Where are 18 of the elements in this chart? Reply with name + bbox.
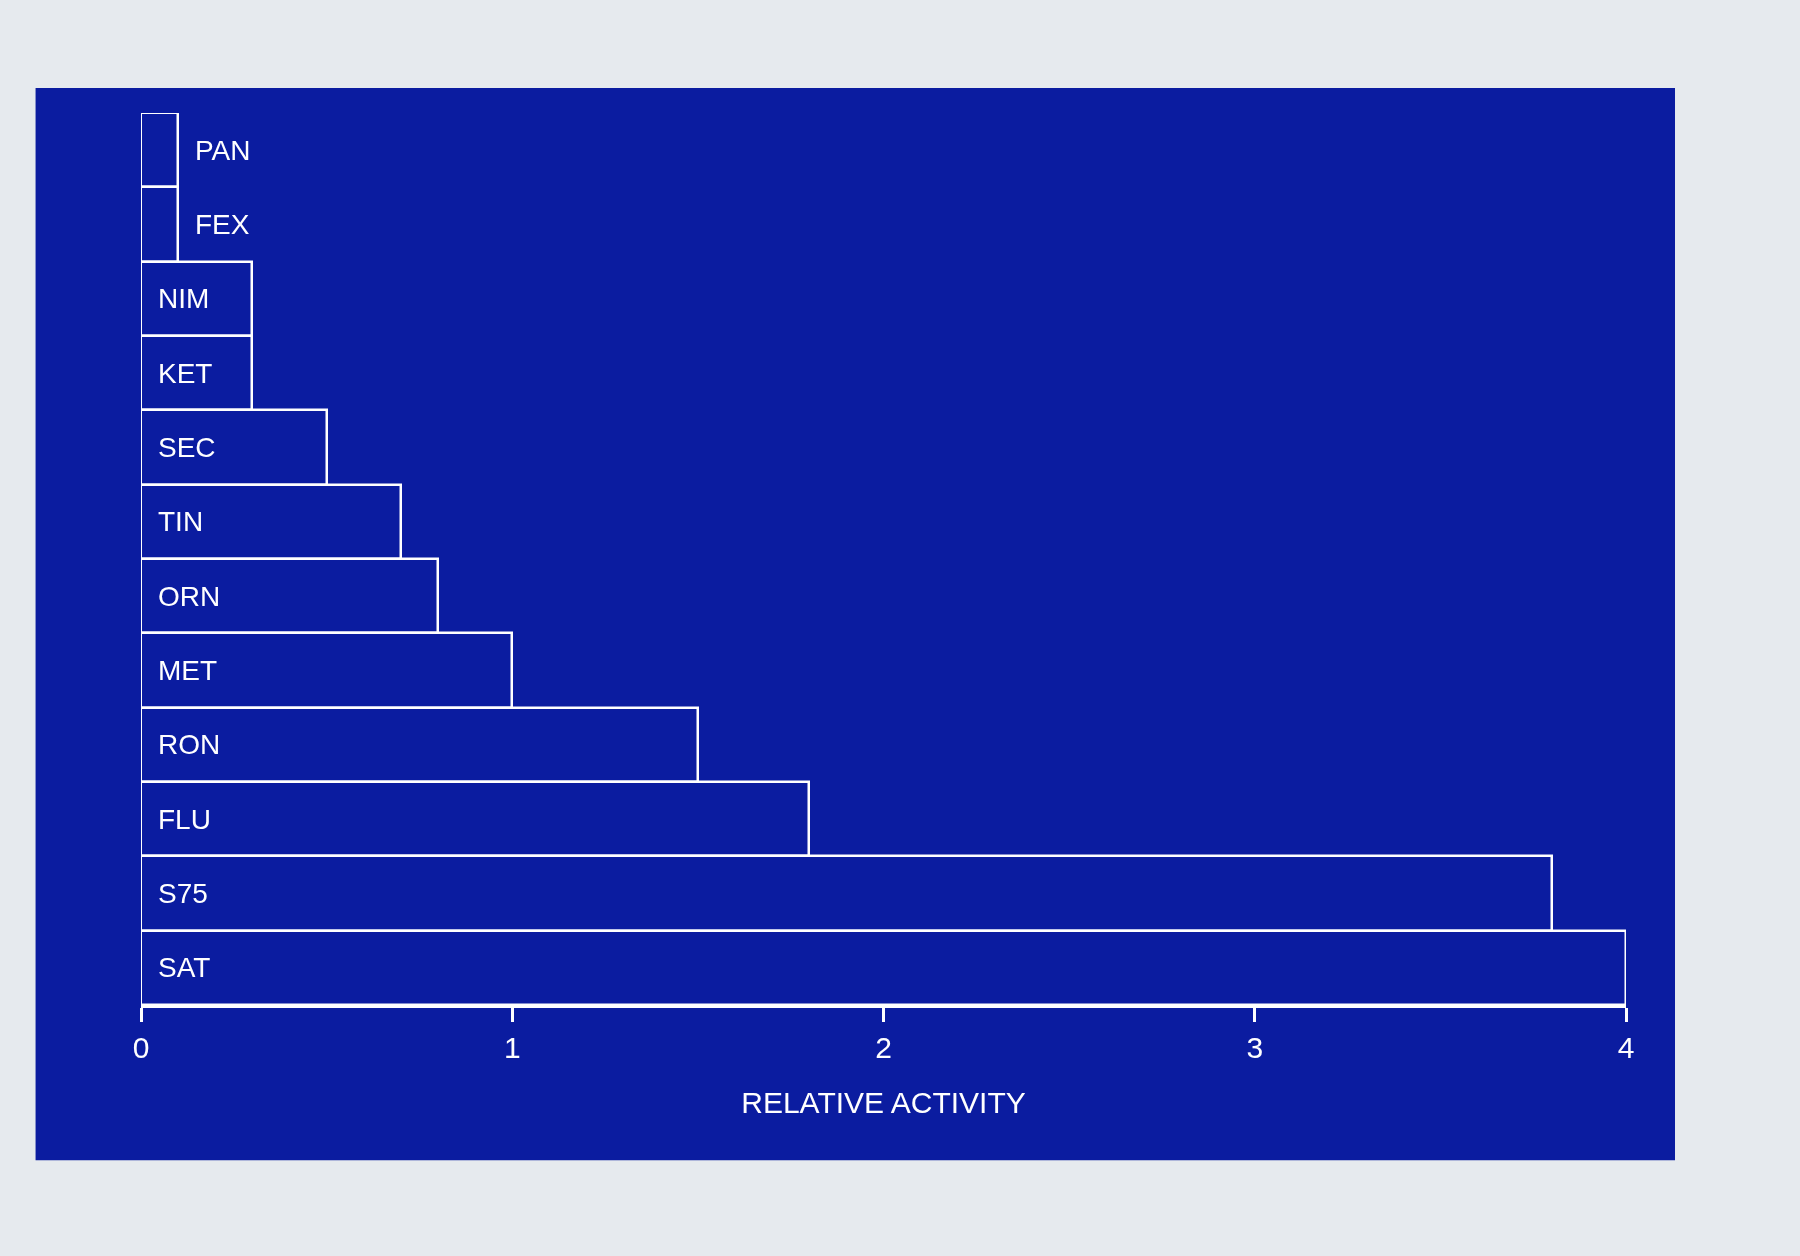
y-tick-label: ORN: [158, 581, 221, 612]
y-tick-label: SAT: [158, 952, 211, 983]
x-tick-label: 3: [1246, 1030, 1264, 1064]
y-tick-label: FEX: [195, 209, 250, 240]
y-tick-label: TIN: [158, 506, 204, 537]
x-axis-title: RELATIVE ACTIVITY: [741, 1086, 1026, 1120]
y-tick-label: MET: [158, 655, 218, 686]
x-tick-label: 2: [875, 1030, 892, 1064]
y-tick-label: PAN: [195, 135, 251, 166]
y-tick-label: NIM: [158, 283, 210, 314]
y-tick-label: FLU: [158, 804, 211, 835]
y-tick-label: S75: [158, 878, 208, 909]
y-tick-label: RON: [158, 729, 221, 760]
x-tick-label: 1: [503, 1030, 521, 1064]
y-tick-label: SEC: [158, 432, 216, 463]
x-tick-label: 4: [1617, 1030, 1635, 1064]
y-tick-label: KET: [158, 358, 213, 389]
x-tick-label: 0: [132, 1030, 150, 1064]
